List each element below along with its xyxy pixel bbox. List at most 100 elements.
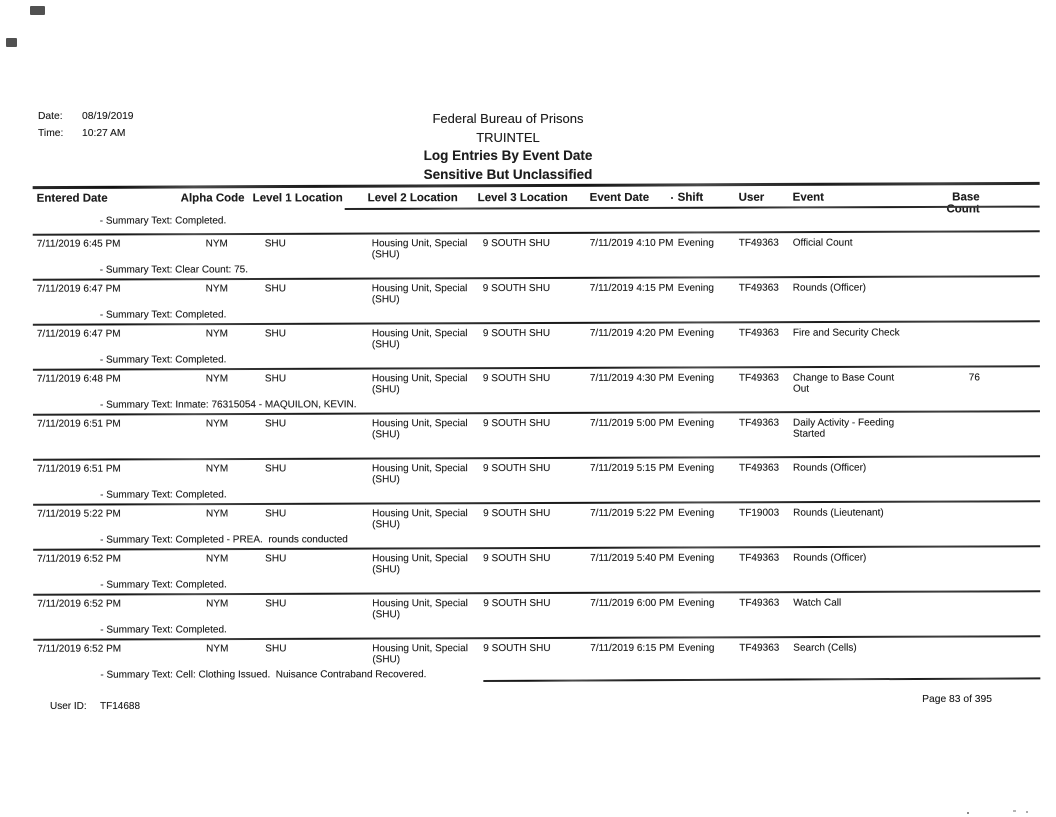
cell-base-count bbox=[917, 642, 982, 666]
footer-page-number: Page 83 of 395 bbox=[922, 694, 992, 705]
cell-level3-location: 9 SOUTH SHU bbox=[482, 417, 551, 429]
cell-base-count bbox=[917, 327, 982, 351]
cell-entered-date: 7/11/2019 6:45 PM bbox=[36, 238, 121, 250]
cell-event: Daily Activity - Feeding Started bbox=[792, 417, 895, 440]
cell-level2-location: Housing Unit, Special (SHU) bbox=[371, 417, 468, 441]
table-row: 7/11/2019 6:48 PM NYM SHU Housing Unit, … bbox=[32, 364, 1040, 412]
cell-alpha-code: NYM bbox=[205, 462, 229, 474]
header-level3-location: Level 3 Location bbox=[477, 191, 568, 204]
cell-level1-location: SHU bbox=[265, 552, 287, 564]
cell-level3-location: 9 SOUTH SHU bbox=[482, 372, 551, 384]
date-value: 08/19/2019 bbox=[82, 111, 134, 122]
table-row-cells: 7/11/2019 6:45 PM NYM SHU Housing Unit, … bbox=[33, 233, 1040, 262]
cell-shift: Evening bbox=[677, 372, 715, 384]
cell-level3-location: 9 SOUTH SHU bbox=[482, 237, 550, 249]
table-row-cells: 7/11/2019 6:48 PM NYM SHU Housing Unit, … bbox=[33, 368, 1040, 397]
cell-event: Fire and Security Check bbox=[792, 326, 900, 339]
cell-shift: Evening bbox=[677, 417, 715, 429]
table-row: 7/11/2019 5:22 PM NYM SHU Housing Unit, … bbox=[33, 499, 1041, 547]
cell-alpha-code: NYM bbox=[205, 507, 229, 519]
header-level1-location: Level 1 Location bbox=[252, 191, 343, 204]
cell-alpha-code: NYM bbox=[205, 327, 228, 339]
table-row-cells: 7/11/2019 6:51 PM NYM SHU Housing Unit, … bbox=[33, 458, 1040, 487]
table-row: 7/11/2019 6:52 PM NYM SHU Housing Unit, … bbox=[33, 589, 1041, 637]
cell-shift: Evening bbox=[677, 237, 714, 249]
cell-alpha-code: NYM bbox=[205, 237, 228, 249]
scan-artifact-mark bbox=[6, 38, 17, 47]
cell-user: TF49363 bbox=[739, 597, 780, 609]
cell-user: TF49363 bbox=[738, 327, 779, 339]
report-meta: Date: 08/19/2019 Time: 10:27 AM bbox=[38, 108, 134, 142]
date-label: Date: bbox=[38, 111, 63, 122]
cell-level2-location: Housing Unit, Special (SHU) bbox=[372, 597, 468, 621]
cell-base-count bbox=[917, 552, 982, 576]
cell-user: TF19003 bbox=[739, 507, 780, 519]
cell-level2-location: Housing Unit, Special (SHU) bbox=[371, 237, 468, 261]
cell-level2-location: Housing Unit, Special (SHU) bbox=[372, 462, 468, 486]
cell-level3-location: 9 SOUTH SHU bbox=[483, 552, 551, 564]
time-value: 10:27 AM bbox=[82, 128, 126, 139]
report-title: Federal Bureau of Prisons TRUINTEL Log E… bbox=[0, 110, 1016, 184]
header-alpha-code: Alpha Code bbox=[180, 191, 245, 204]
cell-event: Rounds (Officer) bbox=[792, 282, 866, 294]
cell-shift: Evening bbox=[678, 507, 715, 519]
report-title-line-3: Log Entries By Event Date bbox=[423, 148, 593, 163]
cell-entered-date: 7/11/2019 6:51 PM bbox=[37, 463, 121, 475]
table-row: 7/11/2019 6:52 PM NYM SHU Housing Unit, … bbox=[33, 634, 1041, 682]
header-level2-location: Level 2 Location bbox=[367, 191, 458, 204]
scan-speck bbox=[1026, 811, 1028, 813]
cell-event-date: 7/11/2019 5:15 PM bbox=[590, 462, 674, 474]
report-title-line-1: Federal Bureau of Prisons bbox=[432, 111, 584, 126]
cell-event: Official Count bbox=[792, 237, 853, 249]
cell-base-count bbox=[917, 417, 982, 441]
header-entered-date: Entered Date bbox=[36, 192, 108, 205]
table-body: 7/11/2019 6:45 PM NYM SHU Housing Unit, … bbox=[32, 229, 1041, 682]
cell-shift: Evening bbox=[678, 552, 715, 564]
cell-level3-location: 9 SOUTH SHU bbox=[483, 597, 551, 609]
cell-shift: Evening bbox=[678, 597, 715, 609]
cell-level2-location: Housing Unit, Special (SHU) bbox=[371, 372, 468, 396]
cell-entered-date: 7/11/2019 6:51 PM bbox=[36, 418, 121, 430]
cell-shift: Evening bbox=[678, 462, 715, 474]
cell-event: Rounds (Officer) bbox=[793, 462, 867, 474]
cell-alpha-code: NYM bbox=[205, 417, 229, 429]
table-row-cells: 7/11/2019 6:52 PM NYM SHU Housing Unit, … bbox=[33, 548, 1040, 577]
cell-alpha-code: NYM bbox=[206, 597, 229, 609]
cell-event: Change to Base Count Out bbox=[792, 372, 895, 395]
cell-level1-location: SHU bbox=[264, 417, 287, 429]
cell-level2-location: Housing Unit, Special (SHU) bbox=[371, 327, 468, 351]
cell-level2-location: Housing Unit, Special (SHU) bbox=[372, 552, 468, 576]
table-row-cells: 7/11/2019 5:22 PM NYM SHU Housing Unit, … bbox=[33, 503, 1040, 532]
cell-entered-date: 7/11/2019 6:52 PM bbox=[37, 598, 122, 610]
cell-entered-date: 7/11/2019 6:47 PM bbox=[36, 328, 121, 340]
cell-level1-location: SHU bbox=[265, 507, 287, 519]
log-table: Entered Date Alpha Code Level 1 Location… bbox=[32, 181, 1041, 682]
cell-event-date: 7/11/2019 4:20 PM bbox=[589, 327, 674, 339]
cell-event: Search (Cells) bbox=[793, 642, 857, 654]
cell-base-count bbox=[917, 462, 982, 486]
report-title-line-2: TRUINTEL bbox=[476, 129, 540, 145]
cell-user: TF49363 bbox=[739, 552, 780, 564]
footer-user-id: User ID: TF14688 bbox=[50, 701, 140, 712]
cell-entered-date: 7/11/2019 6:47 PM bbox=[36, 283, 121, 295]
cell-entered-date: 7/11/2019 5:22 PM bbox=[37, 508, 121, 520]
cell-alpha-code: NYM bbox=[205, 282, 228, 294]
cell-event: Rounds (Lieutenant) bbox=[793, 507, 884, 519]
cell-entered-date: 7/11/2019 6:48 PM bbox=[36, 373, 121, 385]
table-row-cells: 7/11/2019 6:47 PM NYM SHU Housing Unit, … bbox=[33, 278, 1040, 307]
cell-event-date: 7/11/2019 5:40 PM bbox=[590, 552, 674, 564]
cell-base-count bbox=[917, 507, 982, 531]
table-row: 7/11/2019 6:51 PM NYM SHU Housing Unit, … bbox=[33, 454, 1041, 502]
cell-level1-location: SHU bbox=[265, 642, 287, 654]
cell-level1-location: SHU bbox=[265, 597, 287, 609]
cell-level1-location: SHU bbox=[264, 282, 286, 294]
scan-artifact-mark bbox=[30, 6, 45, 15]
cell-user: TF49363 bbox=[739, 642, 780, 654]
cell-level1-location: SHU bbox=[264, 327, 286, 339]
cell-base-count bbox=[917, 597, 982, 621]
cell-level1-location: SHU bbox=[264, 372, 287, 384]
cell-user: TF49363 bbox=[738, 417, 780, 429]
header-shift: Shift bbox=[677, 191, 704, 204]
cell-event-date: 7/11/2019 4:30 PM bbox=[589, 372, 674, 384]
